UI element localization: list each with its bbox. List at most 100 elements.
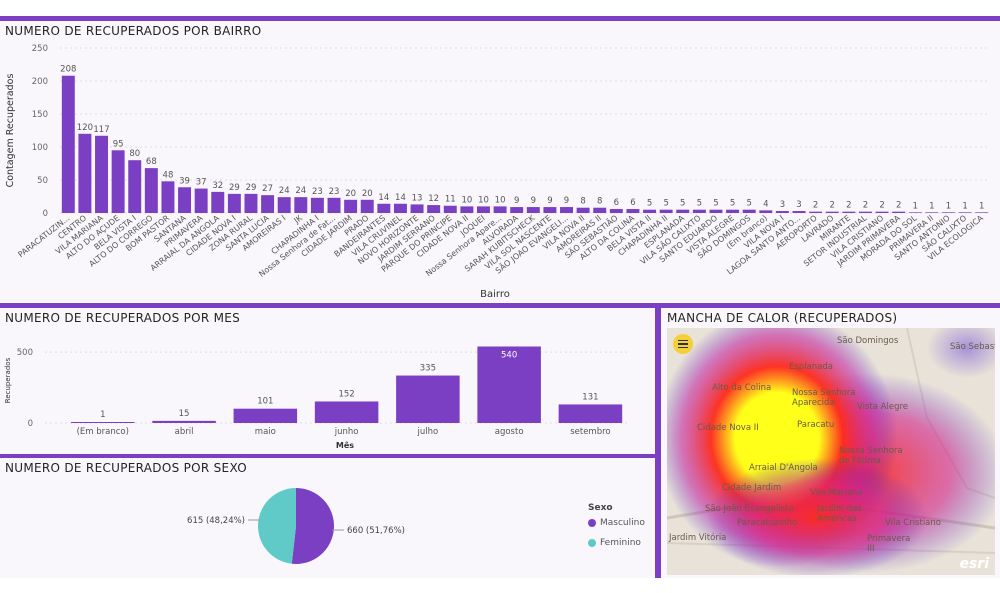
bar xyxy=(443,205,457,213)
data-label: 20 xyxy=(345,189,356,199)
bar xyxy=(233,408,298,423)
map-label: Esplanada xyxy=(789,362,833,372)
pie-slice xyxy=(291,488,334,564)
map-label: Vila Cristiano xyxy=(885,518,941,528)
bar xyxy=(759,210,773,213)
mes-bar-chart: 0 500 Recuperados 1 (Em branco) 15 abril 101 mai… xyxy=(4,346,630,450)
legend-item-masculino[interactable]: Masculino xyxy=(588,518,645,528)
legend-label-masculino: Masculino xyxy=(600,518,645,528)
heat-map[interactable]: São Domingos São Sebast Esplanada Alto d… xyxy=(667,328,995,575)
bar xyxy=(194,188,208,213)
y-axis-label: Recuperados xyxy=(4,357,12,403)
data-label: 14 xyxy=(395,193,406,203)
data-label: 120 xyxy=(77,123,93,133)
panel-separator xyxy=(655,308,661,578)
bar xyxy=(593,207,607,213)
data-label: 131 xyxy=(582,392,598,402)
map-label: São Domingos xyxy=(837,336,899,346)
data-label: 2 xyxy=(813,201,818,211)
data-label: 39 xyxy=(179,176,190,186)
bar xyxy=(510,207,524,213)
data-label: 1 xyxy=(962,201,967,211)
data-label: 5 xyxy=(697,199,702,209)
map-label: Alto da Colina xyxy=(712,383,772,393)
bar xyxy=(244,193,258,213)
bar xyxy=(709,209,723,213)
map-label: Jardim das Américas xyxy=(817,504,862,524)
bar xyxy=(360,199,374,213)
x-tick-label: maio xyxy=(255,427,276,437)
x-axis-label: Bairro xyxy=(480,289,510,300)
map-label: Arraial D'Angola xyxy=(749,463,818,473)
data-label: 10 xyxy=(495,195,506,205)
map-label: Paracatuzinho xyxy=(737,518,798,528)
bar xyxy=(294,197,308,213)
bar xyxy=(477,346,541,423)
map-label: Paracatu xyxy=(797,420,835,430)
data-label: 5 xyxy=(730,199,735,209)
bar xyxy=(261,195,275,213)
map-label: Cidade Jardim xyxy=(722,483,782,493)
data-label: 12 xyxy=(428,194,439,204)
bar xyxy=(144,168,158,213)
map-label: Nossa Senhora Aparecida xyxy=(792,388,856,408)
data-label: 13 xyxy=(412,193,423,203)
bar xyxy=(842,211,856,213)
data-label: 29 xyxy=(246,183,257,193)
bar xyxy=(227,193,241,213)
data-label: 14 xyxy=(378,193,389,203)
bar xyxy=(460,206,474,213)
data-label: 2 xyxy=(879,201,884,211)
data-label: 32 xyxy=(212,181,223,191)
x-tick-label: setembro xyxy=(570,427,610,437)
bar xyxy=(393,203,407,213)
bar xyxy=(925,212,939,213)
data-label: 1 xyxy=(913,201,918,211)
data-label: 540 xyxy=(501,351,517,361)
y-tick-label: 100 xyxy=(32,143,48,153)
bairro-panel-accent xyxy=(0,16,1000,21)
bar xyxy=(892,211,906,213)
bar xyxy=(626,209,640,213)
bar xyxy=(128,160,142,213)
bairro-chart-title: NUMERO DE RECUPERADOS POR BAIRRO xyxy=(5,24,262,38)
bar xyxy=(809,211,823,213)
bar xyxy=(692,209,706,213)
data-label: 5 xyxy=(713,199,718,209)
data-label: 2 xyxy=(830,201,835,211)
data-label: 335 xyxy=(420,364,436,374)
data-label: 1 xyxy=(946,201,951,211)
bar xyxy=(377,203,391,213)
bar xyxy=(111,150,125,213)
map-label: São Sebast xyxy=(950,342,995,352)
sexo-chart-title: NUMERO DE RECUPERADOS POR SEXO xyxy=(5,461,247,475)
y-tick-label: 50 xyxy=(37,176,48,186)
bar xyxy=(676,209,690,213)
bar xyxy=(477,206,490,213)
legend-dot-feminino xyxy=(588,539,596,547)
bar xyxy=(576,207,590,213)
data-label: 24 xyxy=(295,186,306,196)
bar xyxy=(310,197,324,213)
legend-item-feminino[interactable]: Feminino xyxy=(588,538,641,548)
bar xyxy=(726,209,740,213)
data-label: 27 xyxy=(262,184,273,194)
y-tick-label: 0 xyxy=(43,209,48,219)
data-label: 29 xyxy=(229,183,240,193)
data-label: 2 xyxy=(863,201,868,211)
x-tick-label: agosto xyxy=(495,427,524,437)
menu-icon[interactable] xyxy=(673,334,693,354)
map-label: Cidade Nova II xyxy=(697,423,759,433)
bar xyxy=(78,133,92,213)
data-label: 24 xyxy=(279,186,290,196)
data-label: 101 xyxy=(257,397,273,407)
bar xyxy=(314,401,379,423)
bar xyxy=(659,209,673,213)
data-label: 2 xyxy=(846,201,851,211)
sexo-pie-chart: 660 (51,76%) 615 (48,24%) xyxy=(187,488,405,564)
data-label: 6 xyxy=(614,198,619,208)
bar xyxy=(161,181,175,213)
bar xyxy=(211,191,225,213)
bar xyxy=(344,199,358,213)
data-label: 9 xyxy=(531,196,536,206)
